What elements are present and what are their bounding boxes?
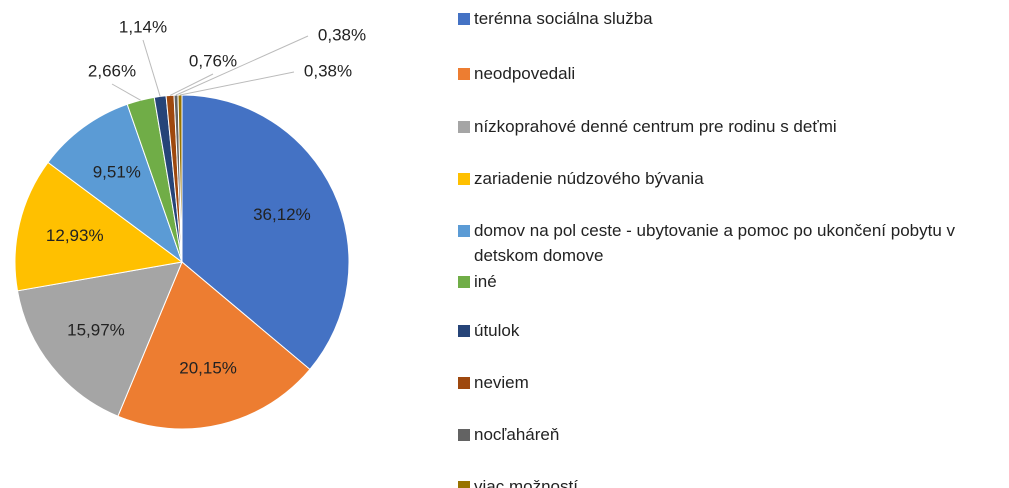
legend-item: terénna sociálna služba [456,6,1004,31]
leader-line [142,39,161,97]
legend-label: zariadenie núdzového bývania [474,169,704,188]
data-label: 2,66% [88,61,136,80]
legend-item: neodpovedali [456,61,1004,86]
legend-item: nocľaháreň [456,422,1004,447]
legend-swatch [458,325,470,337]
data-label: 20,15% [179,359,237,378]
legend-swatch [458,377,470,389]
data-label: 15,97% [67,320,125,339]
leader-line [169,73,214,96]
legend-item: viac možností [456,474,1004,488]
data-label: 0,38% [304,61,352,80]
legend-item: zariadenie núdzového bývania [456,166,1004,191]
legend-label: nocľaháreň [474,425,560,444]
data-label: 9,51% [93,163,141,182]
legend-label: neviem [474,373,529,392]
legend-label: domov na pol ceste - ubytovanie a pomoc … [474,221,956,265]
data-label: 1,14% [119,17,167,36]
legend-swatch [458,481,470,488]
pie-slice [117,261,311,430]
legend-swatch [458,276,470,288]
legend-item: neviem [456,370,1004,395]
data-label: 0,38% [318,25,366,44]
pie-area: 36,12% 20,15% 15,97% 12,93% 9,51% 2,66% 1,14% 0… [14,17,366,430]
data-label: 36,12% [253,205,311,224]
pie-slice [181,94,350,371]
legend-label: terénna sociálna služba [474,9,653,28]
legend-swatch [458,121,470,133]
legend-label: nízkoprahové denné centrum pre rodinu s … [474,117,837,136]
leader-line [111,83,141,101]
legend-item: domov na pol ceste - ubytovanie a pomoc … [456,218,1004,268]
legend-label: iné [474,272,497,291]
legend-item: nízkoprahové denné centrum pre rodinu s … [456,114,1004,139]
legend-swatch [458,68,470,80]
legend-label: útulok [474,321,520,340]
legend-label: viac možností [474,477,578,488]
leader-line [179,71,295,96]
legend: terénna sociálna služba neodpovedali nízko… [456,6,1004,488]
legend-swatch [458,173,470,185]
data-label: 0,76% [189,51,237,70]
pie-slice [14,161,184,292]
legend-label: neodpovedali [474,64,576,83]
legend-swatch [458,225,470,237]
legend-swatch [458,429,470,441]
data-label: 12,93% [46,226,104,245]
legend-item: iné [456,269,1004,294]
legend-swatch [458,13,470,25]
pie-slice [47,103,184,264]
pie-slice [16,261,183,417]
legend-item: útulok [456,318,1004,343]
leader-line [175,35,309,96]
